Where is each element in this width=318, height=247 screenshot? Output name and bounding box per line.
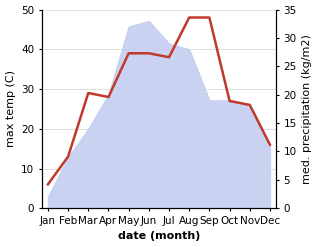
Y-axis label: max temp (C): max temp (C) (5, 70, 16, 147)
Y-axis label: med. precipitation (kg/m2): med. precipitation (kg/m2) (302, 34, 313, 184)
X-axis label: date (month): date (month) (118, 231, 200, 242)
